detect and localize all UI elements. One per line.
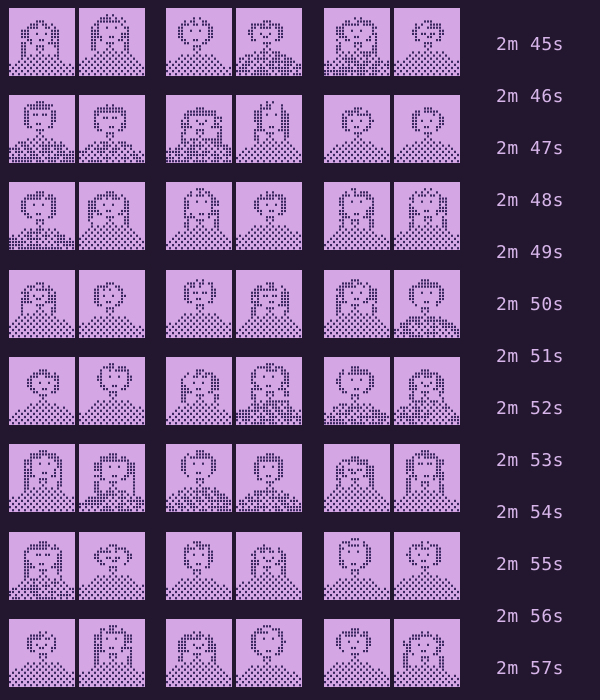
timestamp-label: 2m 53s [496, 450, 565, 471]
portrait-pair [166, 619, 304, 687]
pixel-portrait-icon [166, 95, 232, 163]
portrait-pair [166, 270, 304, 338]
portrait-row [0, 532, 480, 600]
pixel-portrait-icon [166, 619, 232, 687]
portrait-row [0, 182, 480, 250]
portrait-row [0, 619, 480, 687]
portrait-row [0, 357, 480, 425]
pixel-portrait-icon [9, 270, 75, 338]
pixel-portrait-icon [79, 444, 145, 512]
pixel-portrait-icon [236, 270, 302, 338]
portrait-grid [0, 8, 480, 687]
pixel-portrait-icon [236, 444, 302, 512]
portrait-pair [166, 182, 304, 250]
portrait-pair [324, 619, 462, 687]
pixel-portrait-icon [9, 8, 75, 76]
pixel-portrait-icon [236, 95, 302, 163]
timestamp-label: 2m 54s [496, 502, 565, 523]
portrait-row [0, 270, 480, 338]
portrait-pair [166, 95, 304, 163]
pixel-portrait-icon [324, 444, 390, 512]
portrait-row [0, 8, 480, 76]
pixel-portrait-icon [166, 532, 232, 600]
pixel-portrait-icon [394, 357, 460, 425]
pixel-portrait-icon [394, 8, 460, 76]
portrait-pair [9, 444, 147, 512]
timestamp-label: 2m 55s [496, 554, 565, 575]
pixel-portrait-icon [166, 8, 232, 76]
timestamp-label: 2m 48s [496, 190, 565, 211]
timestamp-label: 2m 46s [496, 86, 565, 107]
portrait-pair [166, 444, 304, 512]
portrait-pair [9, 95, 147, 163]
portrait-pair [324, 444, 462, 512]
timestamp-label: 2m 47s [496, 138, 565, 159]
pixel-portrait-icon [79, 357, 145, 425]
timestamp-label: 2m 50s [496, 294, 565, 315]
pixel-portrait-icon [79, 619, 145, 687]
portrait-pair [324, 8, 462, 76]
portrait-pair [9, 182, 147, 250]
pixel-portrait-icon [236, 357, 302, 425]
timestamp-label: 2m 52s [496, 398, 565, 419]
pixel-portrait-icon [324, 357, 390, 425]
portrait-pair [9, 357, 147, 425]
pixel-portrait-icon [79, 532, 145, 600]
pixel-portrait-icon [166, 444, 232, 512]
pixel-portrait-icon [394, 270, 460, 338]
portrait-pair [9, 532, 147, 600]
portrait-pair [324, 270, 462, 338]
pixel-portrait-icon [324, 182, 390, 250]
portrait-pair [166, 357, 304, 425]
timestamp-label: 2m 57s [496, 658, 565, 679]
portrait-pair [166, 8, 304, 76]
pixel-portrait-icon [166, 357, 232, 425]
pixel-portrait-icon [236, 8, 302, 76]
portrait-pair [9, 619, 147, 687]
portrait-pair [324, 532, 462, 600]
pixel-portrait-icon [9, 444, 75, 512]
portrait-pair [166, 532, 304, 600]
pixel-portrait-icon [324, 532, 390, 600]
portrait-pair [324, 95, 462, 163]
portrait-row [0, 444, 480, 512]
pixel-portrait-icon [394, 182, 460, 250]
pixel-portrait-icon [9, 357, 75, 425]
pixel-portrait-icon [394, 95, 460, 163]
pixel-portrait-icon [324, 270, 390, 338]
pixel-portrait-icon [236, 182, 302, 250]
pixel-portrait-icon [79, 270, 145, 338]
pixel-portrait-icon [236, 532, 302, 600]
timestamp-label: 2m 49s [496, 242, 565, 263]
pixel-portrait-icon [236, 619, 302, 687]
timestamp-column: 2m 45s 2m 46s 2m 47s 2m 48s 2m 49s 2m 50s 2m 5… [480, 0, 600, 700]
portrait-pair [9, 270, 147, 338]
pixel-portrait-icon [79, 95, 145, 163]
portrait-pair [324, 357, 462, 425]
pixel-portrait-icon [9, 619, 75, 687]
portrait-row [0, 95, 480, 163]
pixel-portrait-icon [79, 182, 145, 250]
timestamp-label: 2m 51s [496, 346, 565, 367]
pixel-portrait-icon [324, 619, 390, 687]
pixel-portrait-icon [79, 8, 145, 76]
portrait-pair [324, 182, 462, 250]
pixel-portrait-icon [394, 619, 460, 687]
pixel-portrait-icon [324, 95, 390, 163]
pixel-portrait-icon [9, 182, 75, 250]
pixel-portrait-icon [9, 95, 75, 163]
timestamp-label: 2m 56s [496, 606, 565, 627]
timestamp-label: 2m 45s [496, 34, 565, 55]
pixel-portrait-icon [166, 182, 232, 250]
pixel-portrait-icon [394, 532, 460, 600]
pixel-portrait-icon [324, 8, 390, 76]
pixel-portrait-icon [9, 532, 75, 600]
pixel-portrait-icon [166, 270, 232, 338]
portrait-pair [9, 8, 147, 76]
pixel-portrait-icon [394, 444, 460, 512]
